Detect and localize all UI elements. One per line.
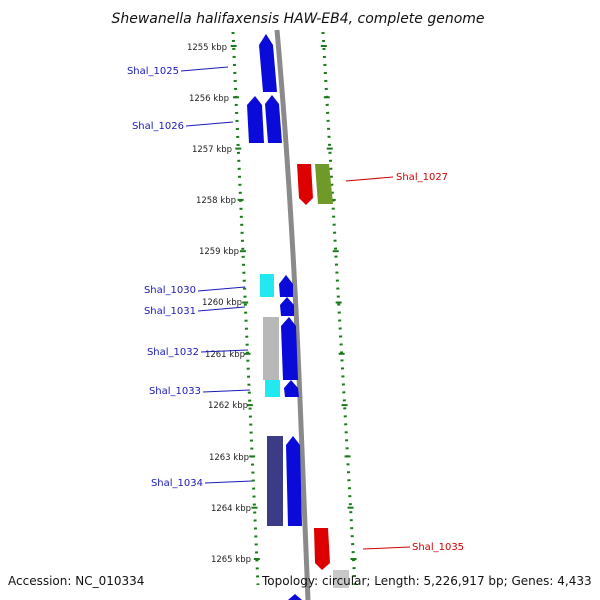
leader-shal-1035 xyxy=(362,546,411,550)
leader-shal-1025 xyxy=(180,66,229,72)
kbp-label: 1257 kbp xyxy=(192,145,232,155)
gene-block-light-gray[interactable] xyxy=(333,570,349,588)
kbp-axis-labels: 1255 kbp 1256 kbp 1257 kbp 1258 kbp 1259… xyxy=(187,43,251,565)
leader-shal-1027 xyxy=(345,176,394,182)
leader-shal-1031 xyxy=(197,306,246,312)
leader-shal-1030 xyxy=(197,286,246,292)
gene-arrow-shal-1034b[interactable] xyxy=(286,436,302,526)
leader-shal-1034 xyxy=(204,480,253,484)
kbp-label: 1260 kbp xyxy=(202,298,242,308)
topology-text: Topology: circular; Length: 5,226,917 bp… xyxy=(262,574,592,588)
kbp-label: 1255 kbp xyxy=(187,43,227,53)
leader-shal-1033 xyxy=(202,389,251,393)
leader-shal-1026 xyxy=(185,121,234,127)
tick-marks xyxy=(230,45,357,560)
gene-arrow-shal-1026b[interactable] xyxy=(265,95,282,143)
gene-block-shal-1030[interactable] xyxy=(260,274,274,297)
kbp-label: 1261 kbp xyxy=(205,350,245,360)
gene-label-shal-1034[interactable]: Shal_1034 xyxy=(151,478,203,489)
gene-label-shal-1025[interactable]: Shal_1025 xyxy=(127,66,179,77)
gene-label-shal-1027[interactable]: Shal_1027 xyxy=(396,172,448,183)
kbp-label: 1262 kbp xyxy=(208,401,248,411)
gene-label-shal-1035[interactable]: Shal_1035 xyxy=(412,542,464,553)
gene-arrow-shal-1031[interactable] xyxy=(280,297,294,316)
kbp-label: 1259 kbp xyxy=(199,247,239,257)
gene-label-shal-1032[interactable]: Shal_1032 xyxy=(147,347,199,358)
gene-arrow-shal-1035[interactable] xyxy=(314,528,330,570)
leader-shal-1032 xyxy=(200,349,249,353)
kbp-label: 1265 kbp xyxy=(211,555,251,565)
gene-labels: Shal_1025 Shal_1026 Shal_1027 Shal_1030 … xyxy=(127,66,464,553)
gene-arrow-shal-1025[interactable] xyxy=(259,34,277,92)
gene-arrow-bottom[interactable] xyxy=(288,594,302,600)
gene-arrow-shal-1026[interactable] xyxy=(247,96,264,143)
gene-arrow-shal-1030b[interactable] xyxy=(279,275,293,297)
gene-features xyxy=(247,34,349,600)
gene-block-shal-1032[interactable] xyxy=(263,317,279,380)
gene-label-shal-1033[interactable]: Shal_1033 xyxy=(149,386,201,397)
gene-arrow-olive[interactable] xyxy=(315,164,333,204)
right-dotted-track xyxy=(321,31,357,586)
label-leader-lines xyxy=(180,66,411,550)
kbp-label: 1263 kbp xyxy=(209,453,249,463)
accession-text: Accession: NC_010334 xyxy=(8,574,145,588)
gene-arrow-shal-1032b[interactable] xyxy=(281,317,298,380)
gene-label-shal-1026[interactable]: Shal_1026 xyxy=(132,121,184,132)
kbp-label: 1264 kbp xyxy=(211,504,251,514)
gene-label-shal-1030[interactable]: Shal_1030 xyxy=(144,285,196,296)
gene-block-shal-1034[interactable] xyxy=(267,436,283,526)
genome-backbone xyxy=(274,29,311,600)
gene-block-shal-1033[interactable] xyxy=(265,380,280,397)
map-title: Shewanella halifaxensis HAW-EB4, complet… xyxy=(111,11,484,27)
kbp-label: 1258 kbp xyxy=(196,196,236,206)
gene-label-shal-1031[interactable]: Shal_1031 xyxy=(144,306,196,317)
kbp-label: 1256 kbp xyxy=(189,94,229,104)
gene-arrow-shal-1033b[interactable] xyxy=(284,380,299,397)
gene-arrow-shal-1027[interactable] xyxy=(297,164,313,205)
